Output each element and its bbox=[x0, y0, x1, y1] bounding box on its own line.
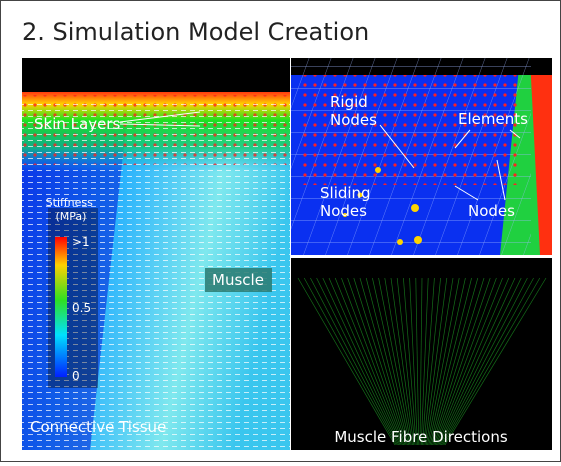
title: 2. Simulation Model Creation bbox=[22, 18, 369, 46]
label: Rigid Nodes bbox=[330, 93, 377, 129]
label: Nodes bbox=[468, 202, 515, 220]
slide: 2. Simulation Model Creation Skin Layers… bbox=[0, 0, 561, 462]
colorbar-label: 0.5 bbox=[72, 301, 91, 315]
label: Muscle bbox=[212, 271, 264, 289]
label: Skin Layers bbox=[34, 115, 120, 133]
bottom-right-panel: Muscle Fibre Directions bbox=[291, 258, 552, 450]
label: Connective Tissue bbox=[30, 418, 166, 436]
label: Elements bbox=[458, 110, 528, 128]
caption: Muscle Fibre Directions bbox=[334, 428, 507, 446]
top-right-panel: Rigid Nodes Elements Sliding Nodes Nodes bbox=[291, 58, 552, 255]
left-panel: Skin Layers Stiffness (MPa) >1 0.5 0 Mus… bbox=[22, 58, 290, 450]
colorbar-label: 0 bbox=[72, 369, 80, 383]
colorbar-label: >1 bbox=[72, 235, 90, 249]
